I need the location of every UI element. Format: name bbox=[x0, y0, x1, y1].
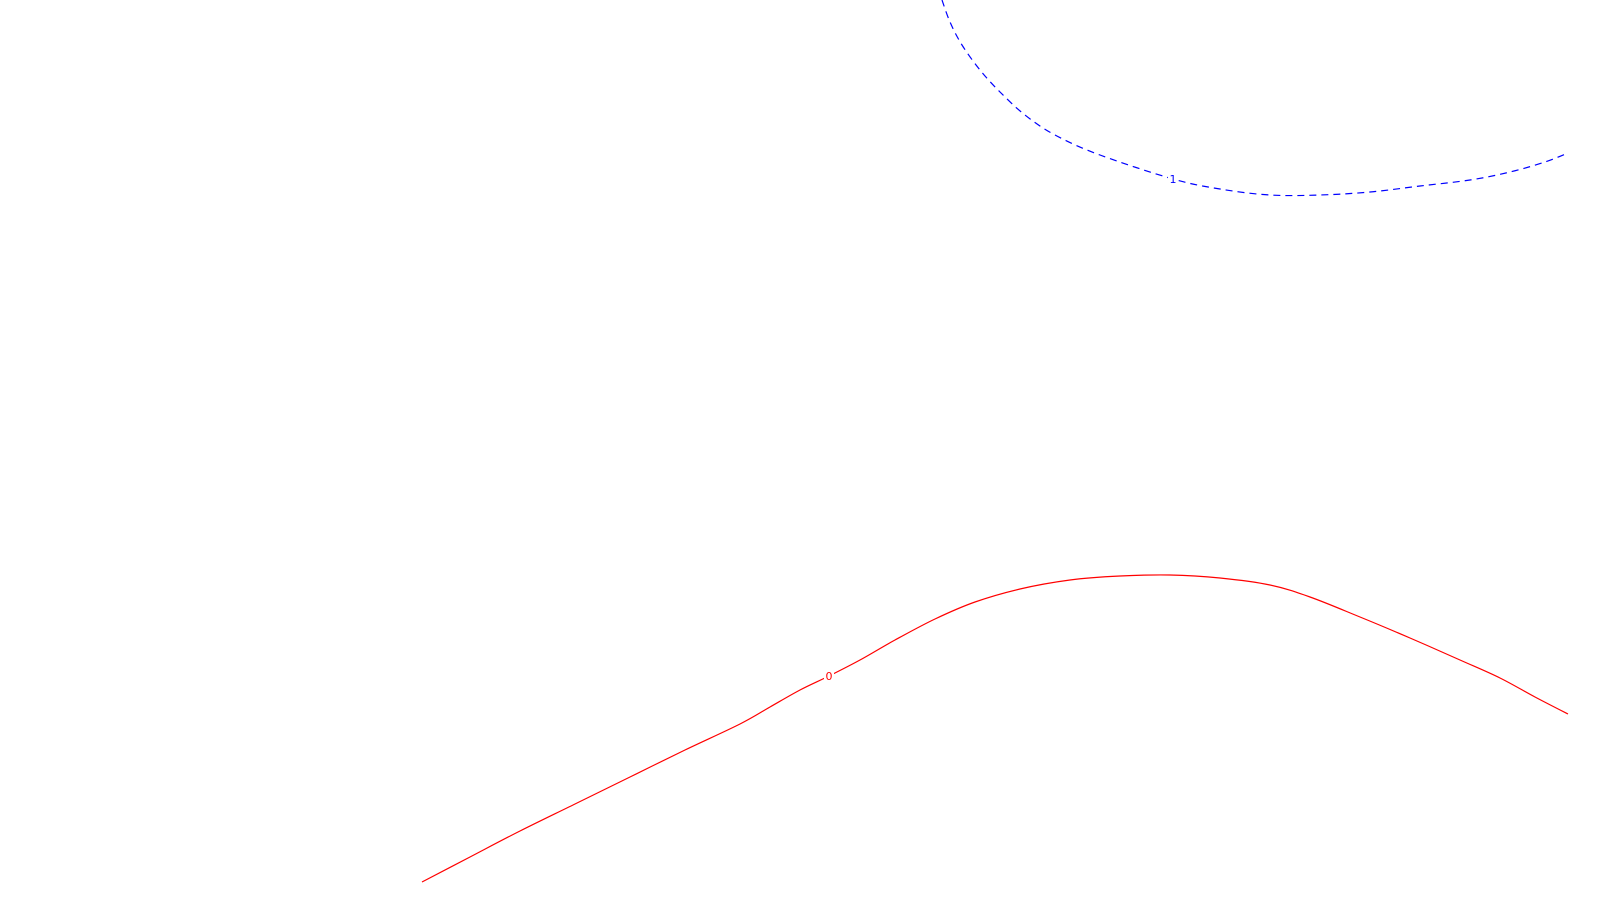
contour-lines: 01 bbox=[421, 0, 1569, 883]
contour-label-level-0: 0 bbox=[826, 670, 833, 683]
contour-line-level-1 bbox=[941, 0, 1569, 197]
contour-label-gap bbox=[1168, 173, 1178, 185]
contour-line-level-0 bbox=[421, 574, 1569, 883]
contour-label-level-1: 1 bbox=[1170, 173, 1177, 186]
contour-label-gap bbox=[824, 670, 834, 682]
